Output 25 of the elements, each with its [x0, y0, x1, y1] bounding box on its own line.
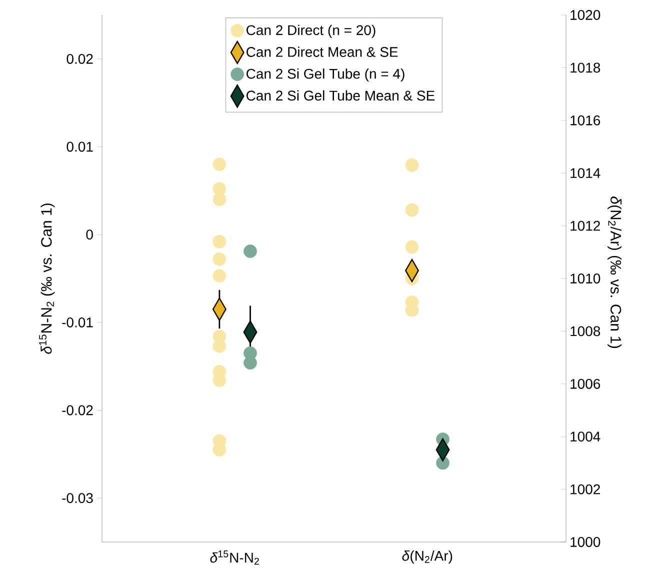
y-tick-label: 0 [86, 230, 93, 240]
y2-tick-label: 1008 [570, 326, 600, 336]
y-tick-label: -0.01 [62, 317, 93, 328]
y2-axis-title: δ(N$_{2}$/Ar) (‰ vs. Can 1) [608, 196, 622, 348]
y2-tick-label: 1020 [570, 10, 600, 20]
y2-tick-label: 1018 [570, 62, 600, 73]
y-tick-label: 0.01 [66, 142, 93, 152]
y2-tick-label: 1002 [570, 484, 600, 494]
x-tick-label: δ(N$_{2}$/Ar) [402, 550, 452, 564]
y2-tick-label: 1014 [570, 168, 600, 178]
y-axis-title: δ$^{15}$N-N$_{2}$ (‰ vs. Can 1) [39, 204, 55, 354]
y-tick-label: -0.03 [62, 493, 93, 504]
y-tick-label: -0.02 [62, 405, 93, 416]
y2-tick-label: 1012 [570, 220, 600, 231]
x-tick-label: δ$^{15}$N-N$_{2}$ [210, 550, 259, 565]
y2-tick-label: 1010 [570, 274, 600, 284]
legend-label: Can 2 Si Gel Tube (n = 4) [246, 68, 404, 82]
y2-tick-label: 1016 [570, 115, 600, 126]
y2-tick-label: 1006 [570, 378, 600, 389]
y2-tick-label: 1004 [570, 432, 600, 442]
y2-tick-label: 1000 [570, 537, 600, 547]
legend-label: Can 2 Si Gel Tube Mean & SE [246, 90, 435, 101]
legend-label: Can 2 Direct Mean & SE [246, 46, 398, 57]
y-tick-label: 0.02 [66, 54, 93, 64]
legend-label: Can 2 Direct (n = 20) [246, 24, 376, 38]
